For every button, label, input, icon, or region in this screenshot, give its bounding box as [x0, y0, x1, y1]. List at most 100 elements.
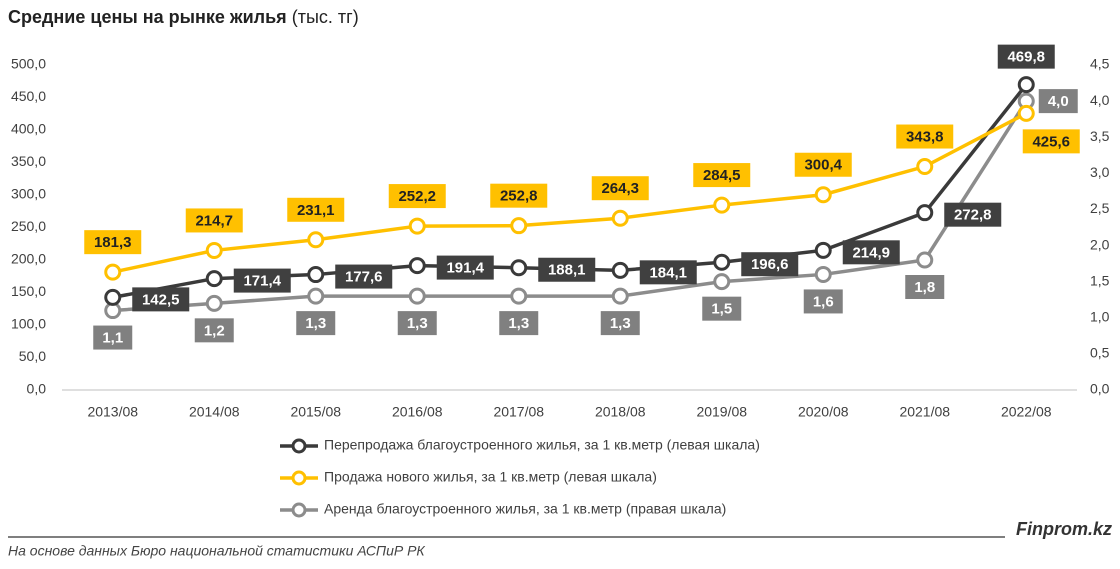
data-label-box [702, 296, 742, 321]
data-label-box [639, 260, 697, 285]
point [1017, 104, 1035, 122]
x-tick-label: 2019/08 [696, 404, 747, 420]
y2-tick-label: 2,5 [1090, 200, 1110, 216]
data-label-box [388, 184, 446, 209]
data-label: 425,6 [1032, 133, 1070, 150]
y2-tick-label: 4,5 [1090, 56, 1110, 72]
point [611, 209, 629, 227]
x-tick-label: 2014/08 [189, 404, 240, 420]
point [814, 241, 832, 259]
data-label: 252,2 [398, 188, 436, 205]
series-line [112, 111, 1028, 274]
point [713, 196, 731, 214]
data-label-box [185, 208, 243, 233]
data-label-box [591, 176, 649, 201]
legend-marker [291, 470, 307, 486]
data-label-box [296, 311, 336, 336]
data-label-box [335, 264, 393, 289]
data-label-box [287, 197, 345, 222]
data-label-box [490, 183, 548, 208]
y2-tick-label: 0,5 [1090, 345, 1110, 361]
data-label: 181,3 [94, 234, 132, 251]
data-label-box [538, 257, 596, 282]
brand: Finprom.kz [1016, 519, 1112, 539]
point [104, 263, 122, 281]
point [510, 259, 528, 277]
y-tick-label: 200,0 [11, 251, 46, 267]
data-label: 1,8 [914, 279, 935, 296]
data-label-box [132, 287, 190, 312]
point [307, 287, 325, 305]
point [713, 273, 731, 291]
data-label: 343,8 [906, 128, 944, 145]
data-label: 214,9 [852, 244, 890, 261]
data-label: 1,2 [204, 322, 225, 339]
data-label-box [944, 202, 1002, 227]
point [205, 270, 223, 288]
data-label: 1,5 [711, 301, 732, 318]
legend-label: Аренда благоустроенного жилья, за 1 кв.м… [324, 501, 726, 517]
y-tick-label: 0,0 [27, 381, 47, 397]
point [408, 287, 426, 305]
point [916, 204, 934, 222]
data-label: 191,4 [446, 260, 484, 277]
data-label-box [794, 152, 852, 177]
data-label-box [803, 289, 843, 314]
x-tick-label: 2017/08 [493, 404, 544, 420]
data-label: 272,8 [954, 207, 992, 224]
x-tick-label: 2016/08 [392, 404, 443, 420]
point [916, 251, 934, 269]
point [307, 266, 325, 284]
point [814, 265, 832, 283]
data-label-box [84, 230, 142, 255]
x-tick-label: 2020/08 [798, 404, 849, 420]
data-label: 142,5 [142, 291, 180, 308]
data-label-box [233, 268, 291, 293]
data-label-box [1038, 89, 1078, 114]
data-label-box [693, 163, 751, 188]
data-label: 171,4 [243, 273, 281, 290]
y-tick-label: 50,0 [19, 348, 46, 364]
x-tick-label: 2021/08 [899, 404, 950, 420]
point [1017, 76, 1035, 94]
data-label: 1,3 [610, 315, 631, 332]
data-label: 300,4 [804, 157, 842, 174]
y2-tick-label: 4,0 [1090, 92, 1110, 108]
y-tick-label: 450,0 [11, 88, 46, 104]
title-main: Средние цены на рынке жилья [8, 7, 287, 27]
point [814, 186, 832, 204]
data-label-box [436, 255, 494, 280]
y-tick-label: 500,0 [11, 56, 46, 72]
x-tick-label: 2013/08 [87, 404, 138, 420]
data-label-box [997, 44, 1055, 69]
point [205, 241, 223, 259]
data-label-box [842, 240, 900, 265]
point [611, 287, 629, 305]
y-tick-label: 350,0 [11, 153, 46, 169]
x-tick-label: 2015/08 [290, 404, 341, 420]
data-label: 1,3 [407, 315, 428, 332]
y-tick-label: 150,0 [11, 283, 46, 299]
y2-tick-label: 3,5 [1090, 128, 1110, 144]
chart-title: Средние цены на рынке жилья (тыс. тг) [8, 7, 359, 27]
y2-tick-label: 1,0 [1090, 308, 1110, 324]
point [205, 294, 223, 312]
x-tick-label: 2022/08 [1001, 404, 1052, 420]
data-label: 188,1 [548, 262, 586, 279]
data-label: 264,3 [601, 180, 639, 197]
legend-marker [291, 438, 307, 454]
point [408, 217, 426, 235]
data-label-box [905, 275, 945, 299]
data-label-box [896, 124, 954, 149]
data-label: 1,3 [508, 315, 529, 332]
point [510, 287, 528, 305]
data-label: 1,1 [102, 330, 123, 347]
point [611, 261, 629, 279]
legend-marker [291, 502, 307, 518]
data-label-box [741, 252, 799, 277]
data-label: 184,1 [649, 264, 687, 281]
source-note: На основе данных Бюро национальной стати… [8, 543, 425, 559]
data-label: 214,7 [195, 212, 233, 229]
y2-tick-label: 2,0 [1090, 236, 1110, 252]
y-tick-label: 400,0 [11, 121, 46, 137]
